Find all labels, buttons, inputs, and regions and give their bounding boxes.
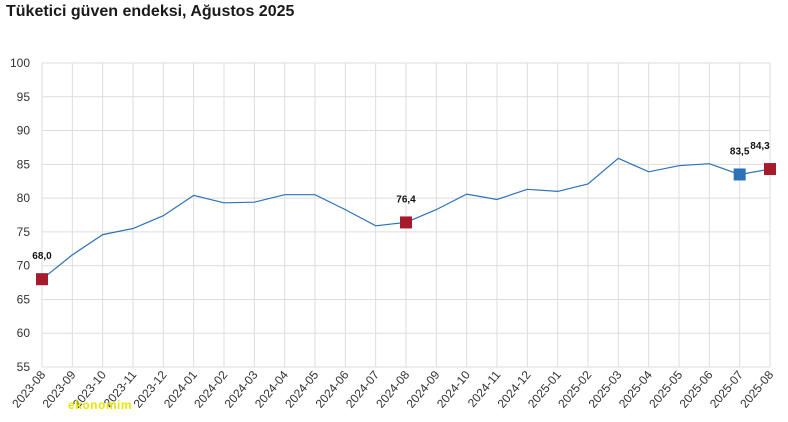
y-tick-label: 85	[17, 157, 31, 171]
y-tick-label: 80	[17, 191, 31, 205]
data-label: 76,4	[396, 194, 416, 205]
highlight-marker	[36, 273, 48, 286]
data-label: 84,3	[750, 141, 770, 152]
y-tick-label: 75	[17, 225, 31, 239]
chart-title: Tüketici güven endeksi, Ağustos 2025	[6, 3, 295, 20]
y-tick-label: 65	[17, 292, 31, 306]
y-tick-label: 100	[10, 56, 30, 70]
grid	[41, 62, 771, 368]
highlight-marker	[764, 163, 776, 176]
data-label: 83,5	[730, 146, 750, 157]
y-tick-label: 60	[17, 326, 31, 340]
y-axis-ticks: 55 60 65 70 75 80 85 90 95 100	[10, 56, 30, 374]
y-tick-label: 95	[17, 90, 31, 104]
x-tick-label: 2025-08	[737, 368, 776, 411]
highlight-markers: 68,0 76,4 83,5 84,3	[32, 141, 776, 286]
data-label: 68,0	[32, 251, 52, 262]
ekonomim-logo: ekonomim	[68, 398, 133, 412]
y-tick-label: 90	[17, 124, 31, 138]
y-tick-label: 55	[17, 360, 31, 374]
y-tick-label: 70	[17, 259, 31, 273]
highlight-marker	[733, 168, 746, 181]
highlight-marker	[400, 216, 412, 229]
